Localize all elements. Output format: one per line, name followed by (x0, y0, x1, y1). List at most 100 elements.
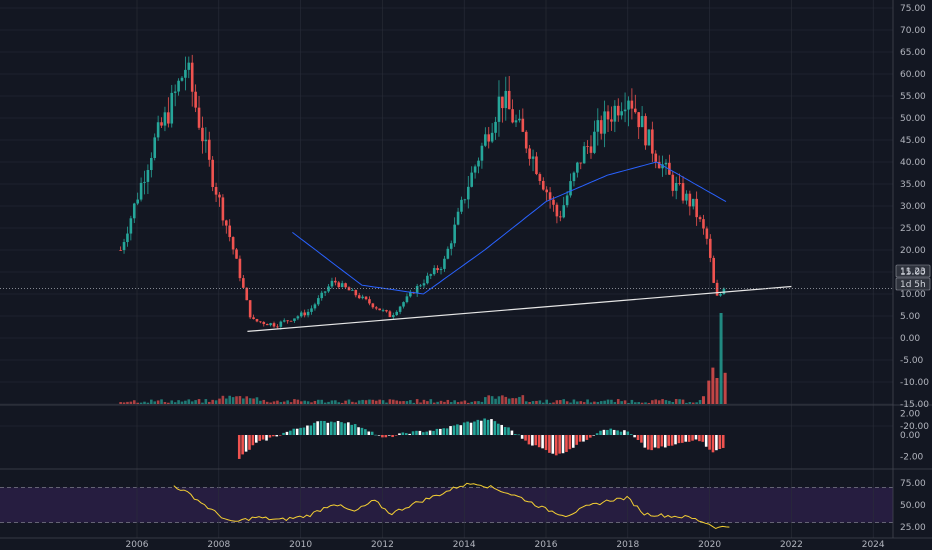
candle-body (477, 160, 480, 167)
candle-body (207, 139, 211, 160)
candle-body (422, 283, 426, 286)
candle-body (405, 296, 409, 303)
candle-body (163, 112, 167, 126)
price-axis[interactable]: 75.00 70.00 65.00 60.00 55.00 50.00 45.00 40.00… (900, 4, 929, 432)
time-tick-label: 2020 (698, 540, 721, 550)
candle-body (582, 146, 586, 164)
volume-bar (293, 399, 296, 404)
volume-bar (146, 402, 150, 404)
macd-bar (418, 430, 422, 435)
macd-bar (316, 421, 319, 435)
volume-bar (456, 402, 460, 404)
candle-body (139, 182, 143, 200)
volume-bar (347, 399, 351, 404)
candle-body (194, 91, 197, 108)
volume-bar (132, 400, 136, 404)
volume-bar (392, 399, 395, 404)
candle-body (613, 105, 617, 122)
candle-body (265, 324, 269, 326)
volume-bar (559, 400, 562, 404)
volume-bar (286, 400, 289, 404)
volume-bar (514, 398, 518, 404)
macd-bar (517, 434, 521, 436)
macd-bar (551, 435, 555, 454)
volume-bar (432, 402, 436, 404)
candle-body (647, 129, 651, 146)
volume-bar (572, 399, 576, 404)
volume-bar (633, 402, 637, 404)
macd-bar (541, 435, 544, 449)
candle-body (514, 120, 518, 123)
time-tick-label: 2016 (535, 540, 558, 550)
candle-body (616, 105, 620, 116)
volume-bar (616, 399, 620, 404)
volume-bar (661, 399, 664, 404)
volume-bar (330, 400, 334, 404)
candle-body (664, 162, 668, 165)
macd-bar (428, 430, 432, 435)
time-tick-label: 2018 (616, 540, 639, 550)
candle-body (269, 323, 272, 326)
candle-body (460, 199, 463, 212)
ma-path (292, 161, 727, 295)
macd-bar (640, 435, 643, 443)
macd-bar (319, 420, 323, 435)
volume-bar (211, 399, 214, 404)
candle-body (357, 295, 361, 299)
candle-body (378, 308, 381, 311)
macd-bar (295, 428, 299, 435)
macd-bar (558, 435, 561, 454)
macd-bar (459, 425, 463, 435)
volume-bar (272, 401, 276, 404)
macd-bar (329, 421, 333, 435)
candle-body (317, 298, 320, 305)
candle-body (173, 91, 177, 93)
candle-body (211, 159, 214, 187)
volume-bar (630, 399, 634, 404)
candle-body (371, 303, 375, 308)
macd-axis[interactable]: 2.00 0.00 -2.00 (900, 410, 924, 463)
rsi-band-fill (0, 487, 893, 523)
volume-bar (521, 395, 525, 404)
volume-bar (150, 399, 153, 404)
macd-bar (268, 435, 272, 438)
time-tick-label: 2008 (207, 540, 230, 550)
volume-spike-bar (719, 313, 723, 404)
candle-body (691, 198, 695, 207)
grid (0, 0, 893, 538)
macd-bar (507, 427, 510, 435)
candle-body (576, 162, 579, 173)
candle-body (456, 211, 460, 225)
rsi-axis[interactable]: 75.00 50.00 25.00 (900, 479, 926, 533)
time-axis[interactable]: 2006 2008 2010 2012 2014 2016 2018 2020 2022 2024 (126, 540, 885, 550)
candle-body (538, 174, 542, 181)
candle-body (296, 316, 300, 319)
volume-bar (439, 400, 443, 404)
volume-bar (548, 402, 552, 404)
volume-bar (143, 401, 146, 404)
macd-bar (623, 430, 626, 435)
volume-bar (378, 399, 381, 404)
macd-bar (715, 435, 718, 451)
candle-body (470, 172, 473, 187)
macd-bar (667, 435, 670, 446)
rsi-line (173, 482, 730, 530)
volume-bar (221, 395, 225, 404)
volume-bar (657, 400, 661, 404)
candle-body (344, 283, 347, 288)
candle-body (524, 131, 528, 149)
macd-bar (391, 435, 394, 438)
candle-body (480, 145, 484, 161)
candle-body (214, 186, 218, 195)
volume-bar (405, 401, 409, 404)
macd-bar (370, 431, 374, 435)
volume-bar (395, 400, 399, 404)
volume-bar (538, 400, 542, 404)
time-tick-label: 2024 (862, 540, 885, 550)
macd-bar (701, 435, 705, 442)
volume-bar (255, 397, 259, 404)
candle-body (235, 249, 238, 259)
macd-bar (626, 431, 630, 435)
candle-body (589, 146, 593, 153)
volume-bar (381, 400, 385, 404)
